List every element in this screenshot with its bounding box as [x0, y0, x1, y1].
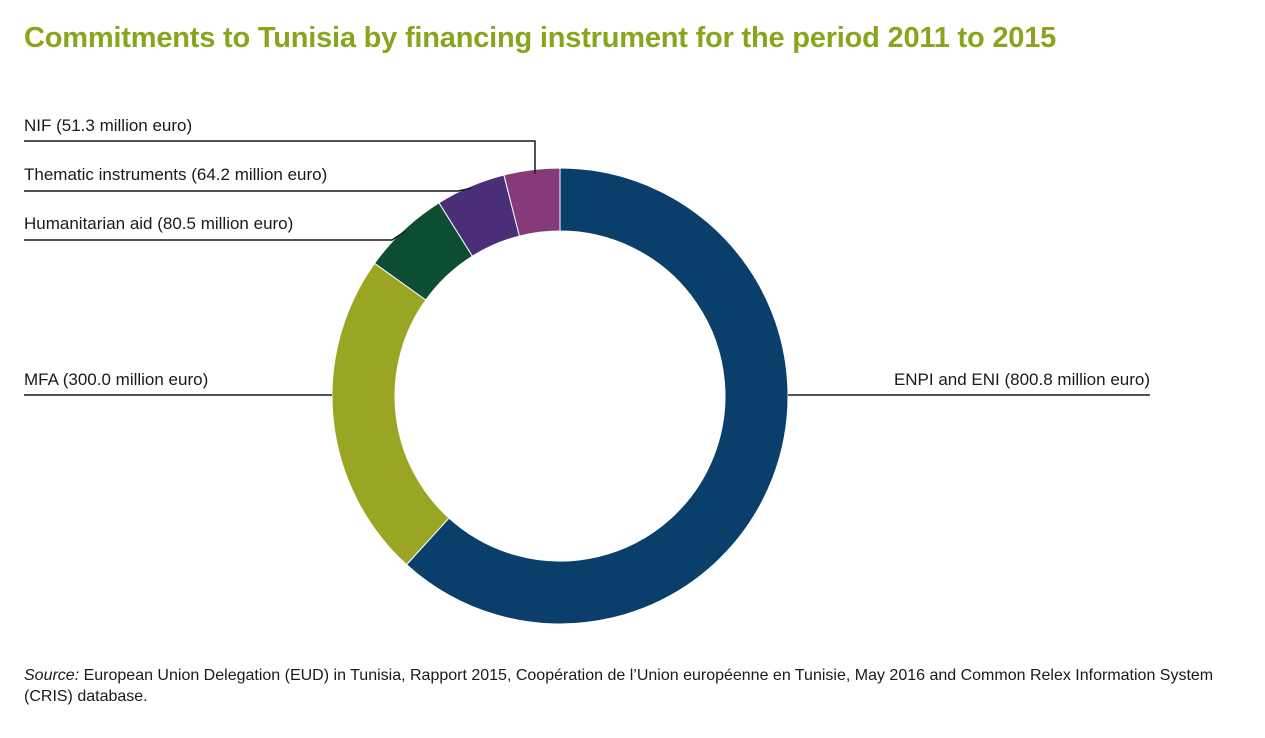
leader-line	[24, 230, 406, 241]
leader-line	[24, 140, 536, 174]
slice-label: Humanitarian aid (80.5 million euro)	[24, 214, 293, 233]
slice-label: NIF (51.3 million euro)	[24, 116, 192, 135]
slice-mfa	[331, 262, 450, 566]
slice-label: Thematic instruments (64.2 million euro)	[24, 165, 327, 184]
slice-label: MFA (300.0 million euro)	[24, 370, 208, 389]
source-note: Source: European Union Delegation (EUD) …	[24, 665, 1249, 707]
source-prefix: Source:	[24, 667, 80, 684]
slice-enpi-and-eni	[405, 167, 789, 625]
slice-label: ENPI and ENI (800.8 million euro)	[894, 370, 1150, 389]
source-text: European Union Delegation (EUD) in Tunis…	[24, 667, 1214, 705]
slice-labels: ENPI and ENI (800.8 million euro) MFA (30…	[24, 116, 1150, 389]
donut-slices	[331, 167, 789, 625]
donut-chart: ENPI and ENI (800.8 million euro) MFA (30…	[24, 116, 1150, 625]
slice-nif	[503, 167, 561, 237]
leader-line	[24, 187, 472, 192]
leader-lines	[24, 140, 1150, 396]
chart-title: Commitments to Tunisia by financing inst…	[24, 22, 1057, 54]
